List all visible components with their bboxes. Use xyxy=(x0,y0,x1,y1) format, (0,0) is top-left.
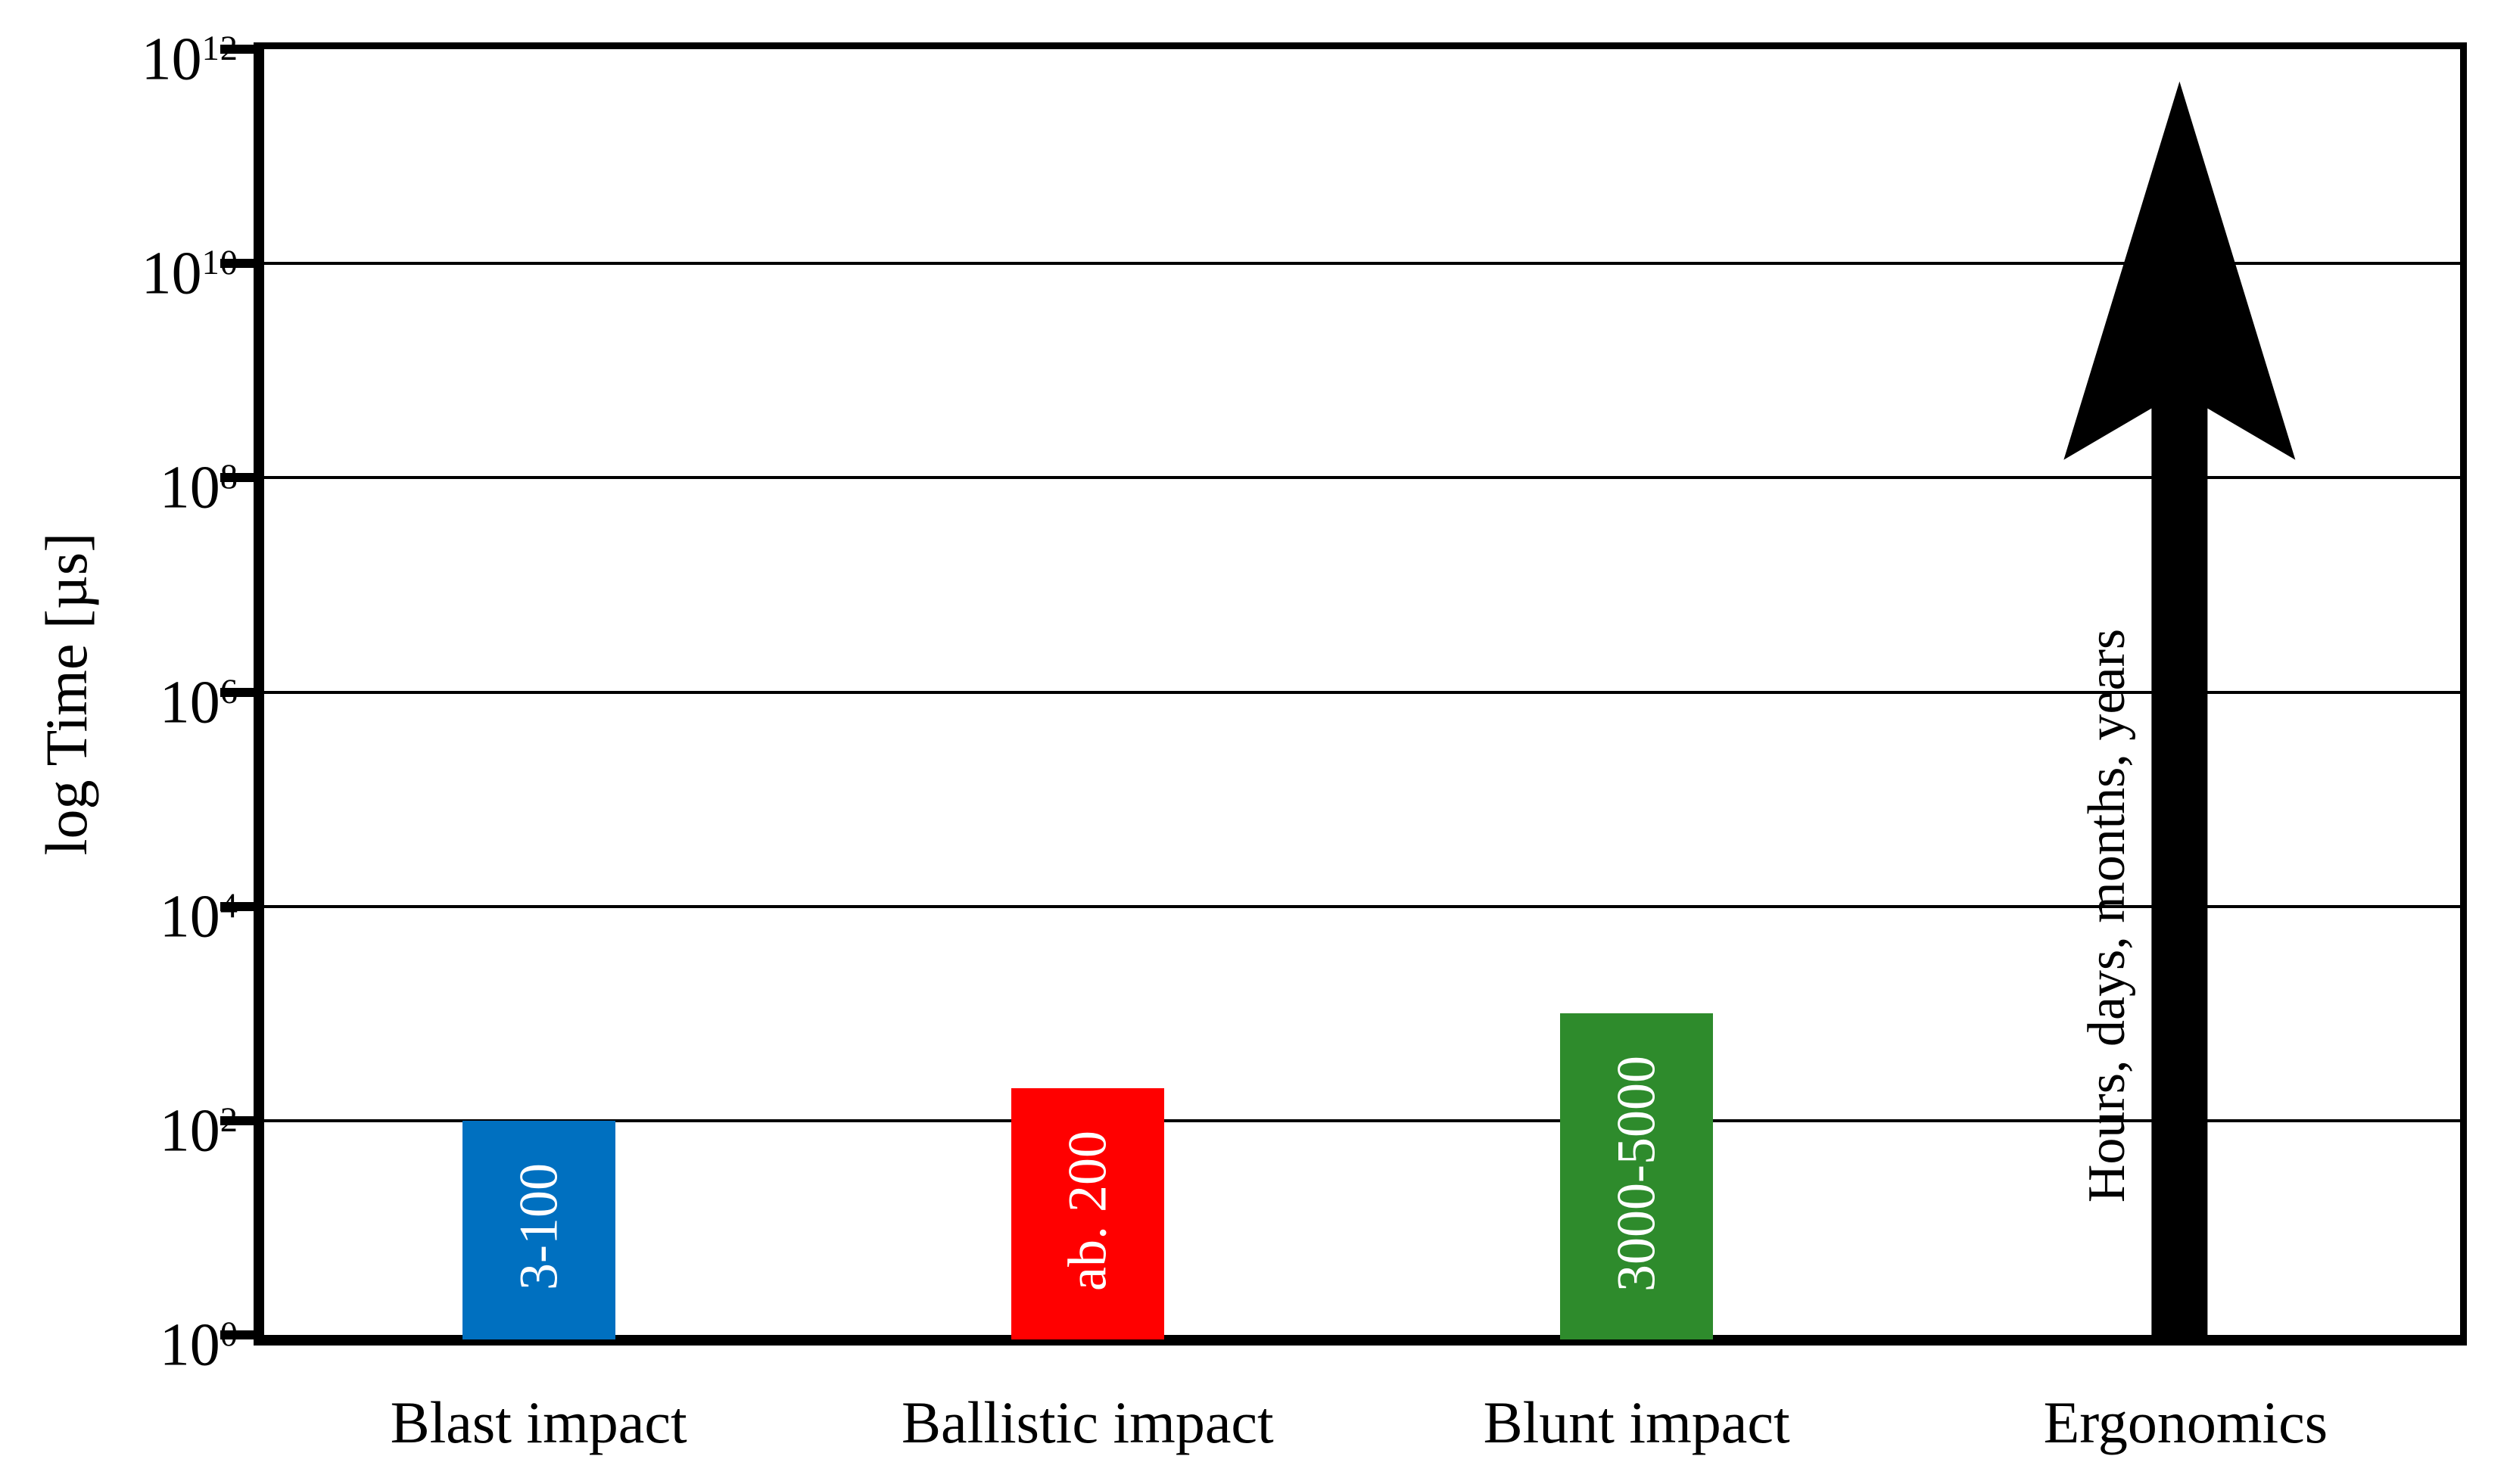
y-tick-10e10 xyxy=(220,259,255,269)
gridline-10e4 xyxy=(264,904,2460,908)
y-tick-10e4 xyxy=(220,901,255,911)
y-tick-exponent: 6 xyxy=(220,672,238,711)
arrow-duration-label: Hours, days, months, years xyxy=(2078,628,2137,1203)
y-tick-label-10e2: 102 xyxy=(159,1097,238,1165)
y-tick-label-10e6: 106 xyxy=(159,669,238,736)
y-tick-exponent: 4 xyxy=(220,886,238,926)
gridline-10e8 xyxy=(264,476,2460,480)
bar-ballistic-impact xyxy=(1011,1088,1164,1339)
ergonomics-arrow xyxy=(2063,81,2296,1339)
category-label-blunt-impact: Blunt impact xyxy=(1483,1389,1790,1455)
category-label-ballistic-impact: Ballistic impact xyxy=(902,1389,1274,1455)
y-tick-exponent: 12 xyxy=(201,30,238,68)
category-label-ergonomics: Ergonomics xyxy=(2043,1389,2328,1455)
y-tick-label-10e8: 108 xyxy=(159,454,238,521)
gridline-10e2 xyxy=(264,1118,2460,1122)
category-label-blast-impact: Blast impact xyxy=(390,1389,687,1455)
gridline-10e10 xyxy=(264,262,2460,266)
bar-blunt-impact xyxy=(1560,1013,1714,1339)
y-tick-10e0 xyxy=(220,1330,255,1339)
y-tick-label-10e0: 100 xyxy=(159,1311,238,1379)
y-tick-label-10e10: 1010 xyxy=(141,240,238,307)
gridline-10e6 xyxy=(264,690,2460,694)
y-tick-exponent: 2 xyxy=(220,1100,238,1140)
y-tick-exponent: 0 xyxy=(220,1315,238,1354)
y-tick-10e8 xyxy=(220,473,255,483)
plot-area xyxy=(254,42,2467,1346)
y-tick-10e2 xyxy=(220,1115,255,1125)
y-tick-label-10e4: 104 xyxy=(159,883,238,950)
y-tick-10e12 xyxy=(220,45,255,54)
y-tick-exponent: 8 xyxy=(220,458,238,497)
bar-blast-impact xyxy=(462,1120,615,1339)
y-tick-10e6 xyxy=(220,687,255,697)
y-tick-label-10e12: 1012 xyxy=(141,26,238,93)
y-tick-exponent: 10 xyxy=(201,244,238,283)
